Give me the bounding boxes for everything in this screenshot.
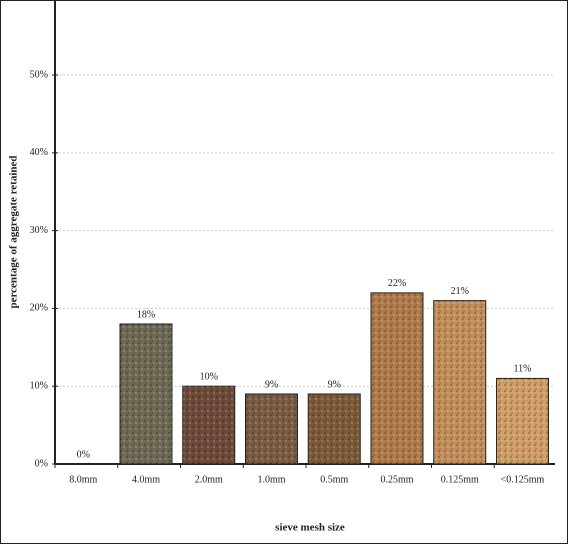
x-tick-label: 4.0mm [132, 474, 160, 485]
value-label: 0% [77, 449, 90, 460]
y-axis-title: percentage of aggregate retained [8, 155, 20, 308]
bar-texture [496, 378, 549, 464]
bar-texture [245, 393, 298, 464]
x-tick-label: <0.125mm [501, 474, 545, 485]
bar-texture [433, 300, 486, 464]
bar-texture [370, 292, 423, 464]
x-tick-label: 2.0mm [195, 474, 223, 485]
bar-texture [308, 393, 361, 464]
value-label: 11% [514, 364, 532, 375]
value-label: 9% [328, 379, 341, 390]
y-tick-label: 10% [30, 381, 48, 392]
value-label: 10% [200, 372, 218, 383]
value-label: 9% [265, 379, 278, 390]
bar-texture [182, 386, 235, 464]
y-tick-label: 0% [35, 458, 48, 469]
x-tick-label: 8.0mm [69, 474, 97, 485]
y-tick-label: 20% [30, 303, 48, 314]
x-tick-label: 0.125mm [441, 474, 479, 485]
y-tick-label: 40% [30, 147, 48, 158]
y-tick-label: 50% [30, 69, 48, 80]
bar-texture [119, 323, 172, 464]
x-tick-label: 0.5mm [320, 474, 348, 485]
value-label: 18% [137, 309, 155, 320]
x-tick-label: 0.25mm [380, 474, 413, 485]
x-axis-title: sieve mesh size [275, 522, 345, 534]
value-label: 22% [388, 278, 406, 289]
value-label: 21% [451, 286, 469, 297]
y-tick-label: 30% [30, 225, 48, 236]
x-tick-label: 1.0mm [257, 474, 285, 485]
